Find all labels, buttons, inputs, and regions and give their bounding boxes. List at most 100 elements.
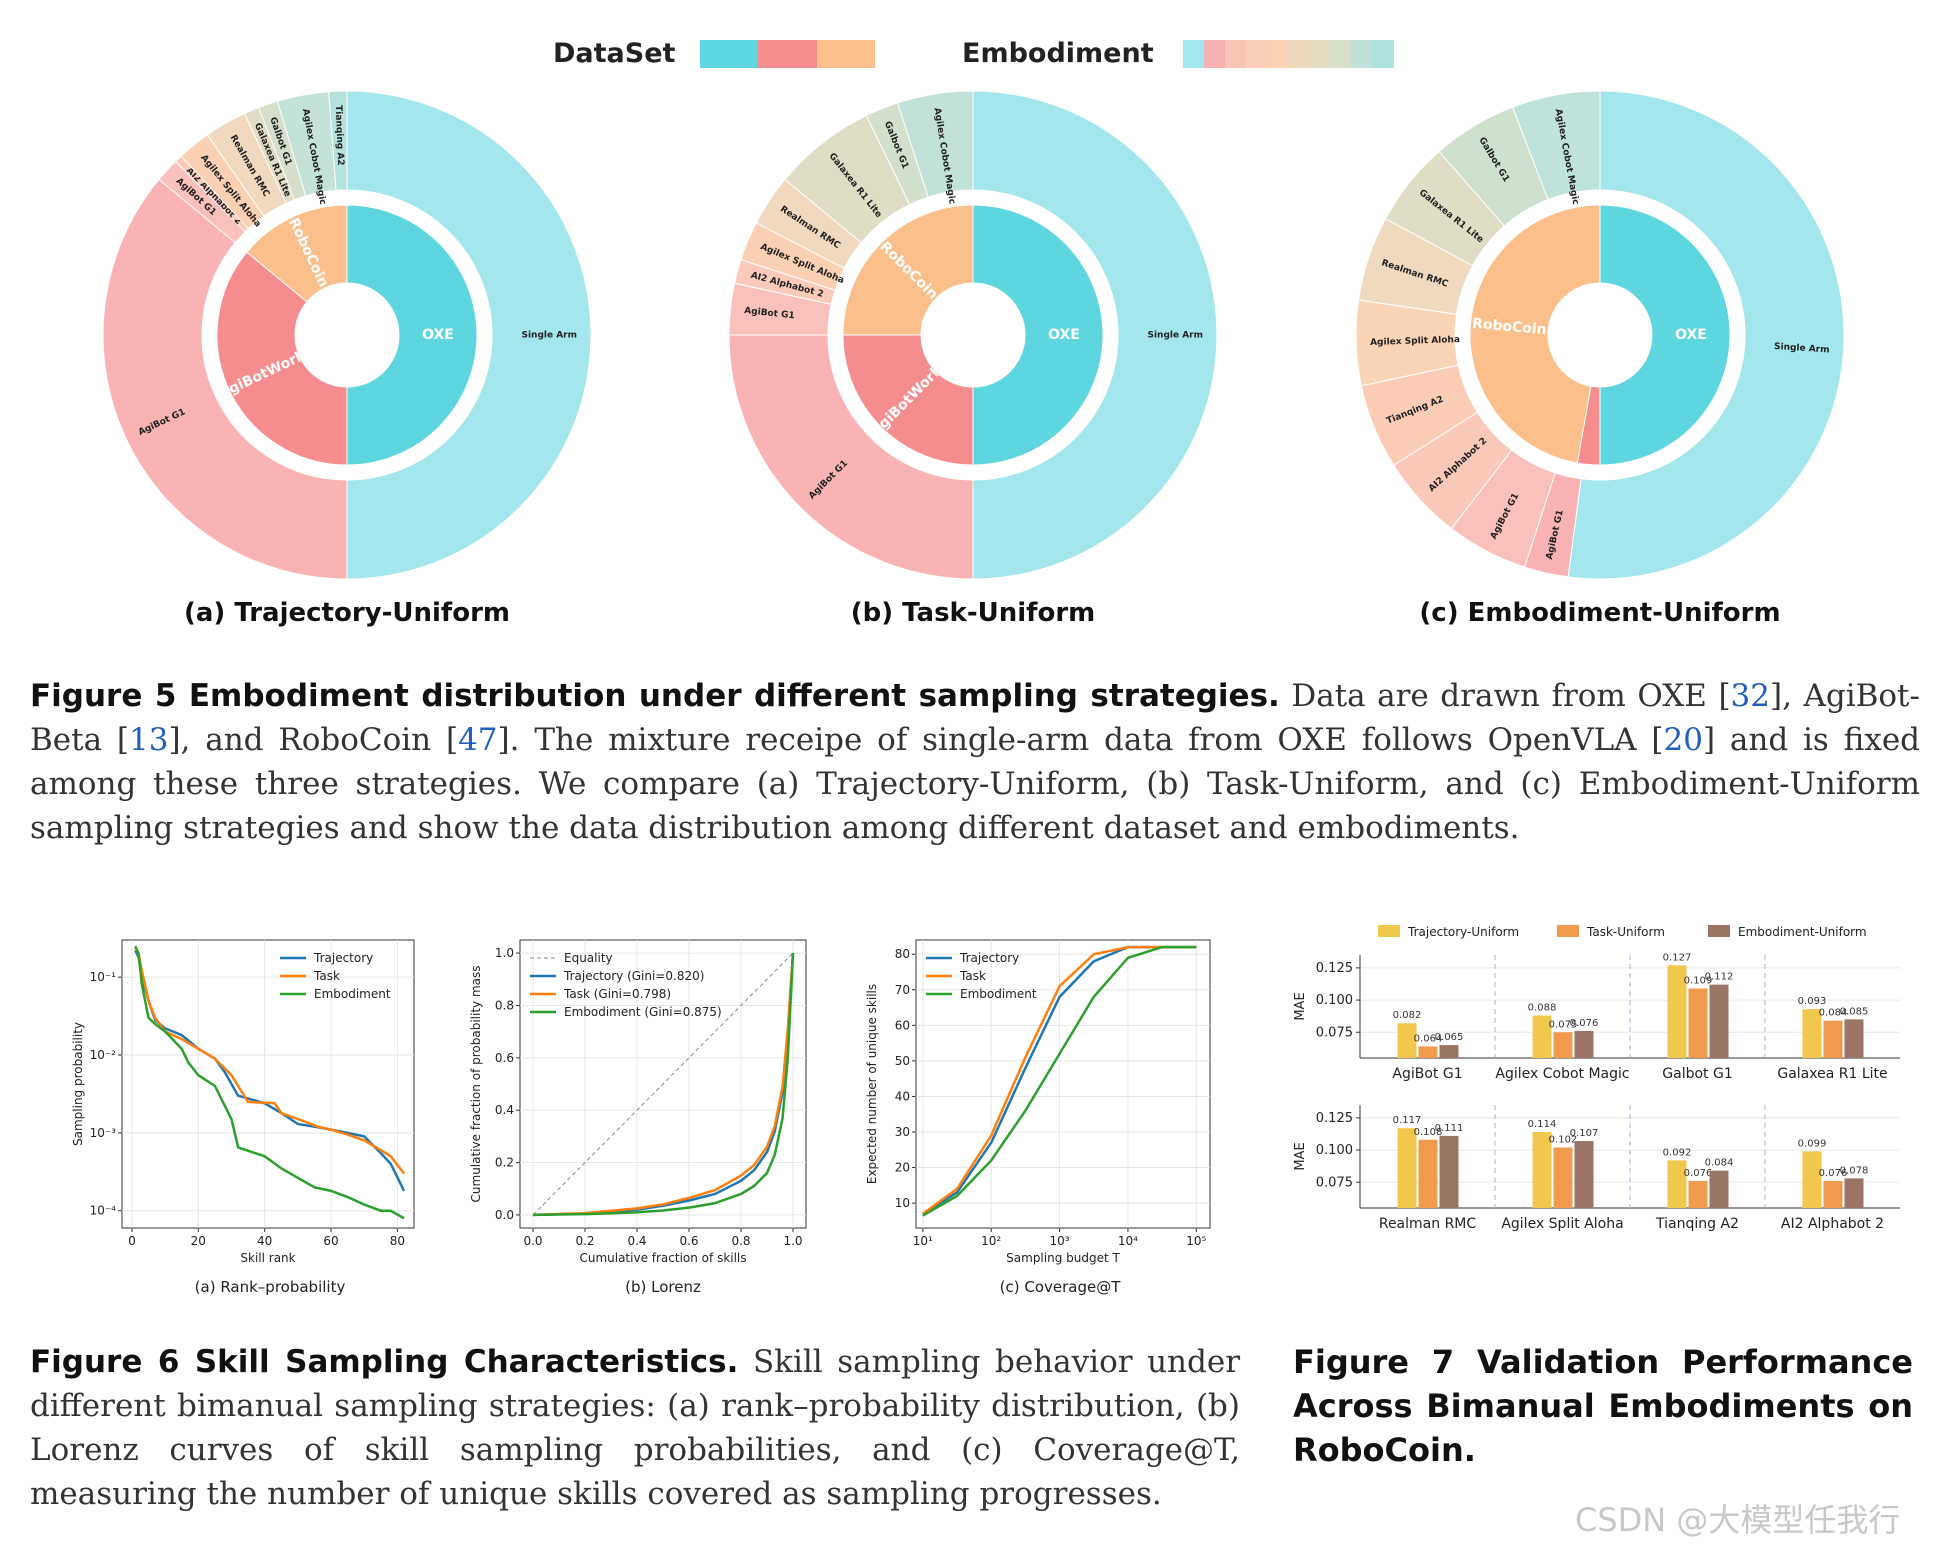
dataset-wedge: [1599, 204, 1731, 466]
legend-label: Trajectory-Uniform: [1407, 925, 1519, 939]
dataset-label: OXE: [1048, 327, 1080, 343]
x-tick-label: 20: [191, 1234, 206, 1248]
bar: [1574, 1141, 1594, 1208]
embodiment-label: Single Arm: [1147, 331, 1203, 341]
citation-link[interactable]: 32: [1730, 678, 1770, 714]
legend-label: Equality: [564, 951, 613, 965]
bar: [1532, 1015, 1552, 1058]
panel-c-caption: (c) Embodiment-Uniform: [1419, 598, 1781, 628]
y-tick-label: 60: [895, 1018, 910, 1032]
bar: [1802, 1151, 1822, 1208]
legend-label: Trajectory: [959, 951, 1019, 965]
x-axis-label: Cumulative fraction of skills: [579, 1251, 746, 1265]
panel-a-caption: (a) Trajectory-Uniform: [183, 598, 511, 628]
embodiment-legend-title: Embodiment: [962, 38, 1154, 69]
x-axis-label: Skill rank: [240, 1251, 295, 1265]
legend-swatch: [1183, 40, 1205, 68]
y-tick-label: 1.0: [495, 946, 514, 960]
embodiment-wedge: [1511, 90, 1601, 201]
bar-value-label: 0.075: [1549, 1019, 1578, 1030]
bar-value-label: 0.112: [1705, 972, 1734, 983]
category-label: Tianqing A2: [1655, 1216, 1739, 1232]
citation-link[interactable]: 47: [458, 722, 498, 758]
figure7-caption: Figure 7 Validation Performance Across B…: [1293, 1343, 1913, 1469]
y-tick-label: 0.4: [495, 1103, 514, 1117]
legend-swatch: [1309, 40, 1331, 68]
y-tick-label: 0.8: [495, 998, 514, 1012]
panel-b-caption: (b) Task-Uniform: [850, 598, 1096, 628]
bar-value-label: 0.078: [1840, 1165, 1869, 1176]
x-tick-label: 0: [128, 1234, 136, 1248]
y-tick-label: 10⁻¹: [90, 970, 117, 984]
legend-swatch: [1288, 40, 1310, 68]
bar-value-label: 0.076: [1570, 1018, 1599, 1029]
series-line: [922, 945, 1197, 1215]
y-tick-label: 0.075: [1316, 1025, 1353, 1040]
category-label: Galbot G1: [1662, 1066, 1732, 1082]
bar: [1397, 1128, 1417, 1208]
dataset-wedge: [1469, 204, 1601, 464]
x-tick-label: 10¹: [913, 1234, 933, 1248]
dataset-wedge: [842, 334, 974, 466]
legend-swatch: [700, 40, 759, 68]
dataset-label: OXE: [422, 327, 454, 343]
y-tick-label: 30: [895, 1125, 910, 1139]
legend-swatch: [1246, 40, 1268, 68]
bar: [1574, 1030, 1594, 1058]
bar: [1709, 984, 1729, 1058]
y-tick-label: 0.075: [1316, 1175, 1353, 1190]
bar: [1823, 1180, 1843, 1208]
dataset-wedge: [972, 204, 1104, 466]
dataset-label: OXE: [1675, 327, 1707, 343]
y-tick-label: 0.100: [1316, 993, 1353, 1008]
x-tick-label: 0.4: [627, 1234, 646, 1248]
bar-value-label: 0.093: [1798, 996, 1827, 1007]
bar-value-label: 0.085: [1840, 1006, 1869, 1017]
x-tick-label: 40: [257, 1234, 272, 1248]
legend-label: Embodiment (Gini=0.875): [564, 1005, 722, 1019]
y-axis-label: MAE: [1293, 992, 1308, 1020]
bar-value-label: 0.082: [1393, 1010, 1422, 1021]
legend-label: Trajectory (Gini=0.820): [563, 969, 704, 983]
bar-value-label: 0.065: [1435, 1032, 1464, 1043]
x-tick-label: 10⁴: [1118, 1234, 1138, 1248]
bar: [1667, 1160, 1687, 1208]
embodiment-label: Single Arm: [1774, 342, 1830, 356]
y-tick-label: 0.6: [495, 1051, 514, 1065]
bar: [1439, 1135, 1459, 1208]
watermark: CSDN @大模型任我行: [1575, 1501, 1901, 1539]
citation-link[interactable]: 20: [1663, 722, 1703, 758]
x-tick-label: 10⁵: [1186, 1234, 1206, 1248]
x-tick-label: 10²: [981, 1234, 1001, 1248]
category-label: Agilex Split Aloha: [1501, 1216, 1623, 1232]
bar: [1439, 1045, 1459, 1058]
y-tick-label: 50: [895, 1054, 910, 1068]
dataset-label: RoboCoin: [1471, 316, 1547, 339]
category-label: AI2 Alphabot 2: [1781, 1216, 1884, 1232]
bar-value-label: 0.107: [1570, 1128, 1599, 1139]
legend-label: Embodiment: [314, 987, 391, 1001]
bar: [1397, 1023, 1417, 1058]
dataset-legend-swatches: [700, 40, 876, 68]
y-axis-label: Cumulative fraction of probability mass: [469, 966, 483, 1203]
bar: [1823, 1020, 1843, 1058]
citation-link[interactable]: 13: [129, 722, 169, 758]
embodiment-legend-swatches: [1183, 40, 1394, 68]
legend-swatch: [1267, 40, 1289, 68]
x-tick-label: 80: [390, 1234, 405, 1248]
dataset-wedge: [246, 204, 348, 303]
figure6-caption: Figure 6 Skill Sampling Characteristics.…: [30, 1344, 1241, 1512]
dataset-legend-title: DataSet: [553, 38, 676, 69]
y-axis-label: MAE: [1293, 1142, 1308, 1170]
dataset-wedge: [842, 204, 974, 336]
bar-value-label: 0.084: [1705, 1158, 1734, 1169]
bar-value-label: 0.117: [1393, 1115, 1422, 1126]
legend-swatch: [1225, 40, 1247, 68]
y-tick-label: 10: [895, 1196, 910, 1210]
y-tick-label: 40: [895, 1089, 910, 1103]
y-tick-label: 0.0: [495, 1208, 514, 1222]
series-line: [134, 946, 406, 1175]
figure5-caption: Figure 5 Embodiment distribution under d…: [30, 678, 1921, 846]
